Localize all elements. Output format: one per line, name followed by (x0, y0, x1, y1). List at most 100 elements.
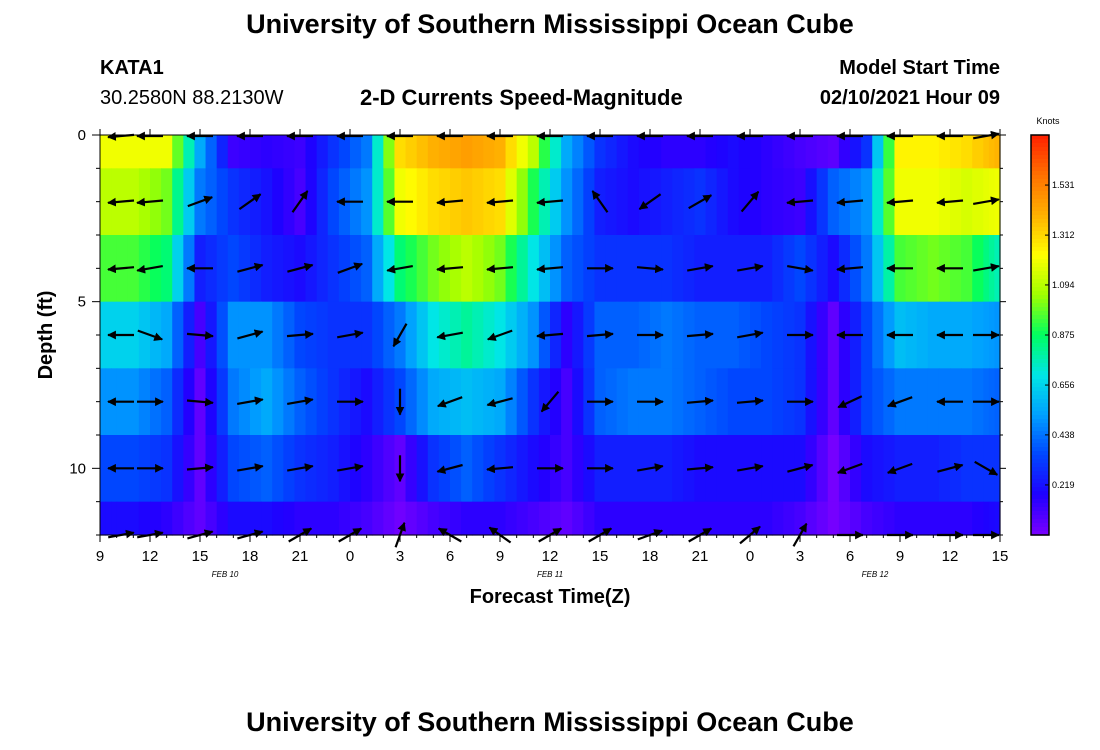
heatmap-cell (272, 168, 284, 236)
colorbar-segment (1031, 327, 1049, 332)
heatmap-cell (316, 135, 329, 169)
page-title: University of Southern Mississippi Ocean… (246, 9, 854, 39)
current-vector (736, 396, 764, 406)
current-vector (337, 262, 364, 274)
current-vector (392, 323, 408, 348)
heatmap-cell (572, 168, 584, 236)
heatmap-cell (716, 501, 729, 536)
colorbar-segment (1031, 247, 1049, 252)
current-vector (237, 463, 264, 472)
colorbar-segment (1031, 163, 1049, 168)
heatmap-cell (872, 435, 884, 503)
colorbar-segment (1031, 367, 1049, 372)
x-axis: 9 12 15 18 21 0 3 6 9 12 15 18 21 0 3 6 9 12 15 (96, 129, 1008, 565)
heatmap-cell (561, 235, 573, 303)
heatmap-cell (527, 235, 540, 303)
current-vector (636, 264, 664, 274)
heatmap-cell (961, 501, 973, 536)
heatmap-cell (916, 168, 929, 236)
colorbar-segment (1031, 295, 1049, 300)
heatmap-cell (927, 235, 940, 303)
heatmap-cell (372, 435, 384, 503)
heatmap-cell (505, 435, 518, 503)
heatmap-cell (100, 435, 107, 503)
heatmap-cell (238, 501, 251, 536)
heatmap-cell (416, 301, 429, 369)
colorbar-segment (1031, 283, 1049, 288)
colorbar-segment (1031, 279, 1049, 284)
colorbar-segment (1031, 335, 1049, 340)
heatmap-cell (472, 235, 484, 303)
heatmap-cell (861, 235, 873, 303)
colorbar-segment (1031, 459, 1049, 464)
current-vector (237, 262, 264, 273)
colorbar-segment (1031, 515, 1049, 520)
current-vector (436, 197, 464, 207)
heatmap-cell (227, 501, 240, 536)
heatmap-cell (283, 235, 296, 303)
heatmap-cell (694, 501, 707, 536)
heatmap-cell (205, 501, 218, 536)
heatmap-cell (750, 501, 762, 536)
colorbar-segment (1031, 143, 1049, 148)
heatmap-cell (861, 501, 873, 536)
current-vector (238, 193, 262, 210)
colorbar-segment (1031, 231, 1049, 236)
heatmap-cell (783, 135, 796, 169)
heatmap-cell (850, 135, 862, 169)
heatmap-cell (872, 501, 884, 536)
x-tick-label: 12 (942, 548, 959, 565)
colorbar-segment (1031, 407, 1049, 412)
current-vector (540, 390, 560, 413)
heatmap-cell (538, 135, 551, 169)
heatmap-cell (361, 435, 373, 503)
heatmap-cell (961, 168, 973, 236)
heatmap-cell (761, 301, 773, 369)
heatmap-cell (827, 168, 840, 236)
colorbar-segment (1031, 307, 1049, 312)
colorbar-segment (1031, 339, 1049, 344)
heatmap-cell (505, 168, 518, 236)
colorbar-segment (1031, 439, 1049, 444)
heatmap-cell (950, 135, 962, 169)
heatmap-cell (394, 135, 407, 169)
heatmap-cell (516, 168, 529, 236)
current-vector (836, 264, 864, 274)
heatmap-cell (138, 301, 151, 369)
heatmap-cell (372, 235, 384, 303)
heatmap-cell (283, 135, 296, 169)
current-vector (436, 396, 463, 408)
heatmap-cell (161, 301, 173, 369)
heatmap-cell (327, 168, 340, 236)
heatmap-cell (250, 168, 262, 236)
heatmap-cell (727, 135, 740, 169)
heatmap-cell (638, 135, 651, 169)
colorbar-segment (1031, 427, 1049, 432)
colorbar-segment (1031, 287, 1049, 292)
colorbar-segment (1031, 151, 1049, 156)
current-vector (186, 397, 214, 407)
heatmap-cell (572, 235, 584, 303)
heatmap-cell (405, 435, 418, 503)
current-vector (886, 396, 913, 408)
heatmap-cell (550, 368, 562, 436)
heatmap-cell (927, 168, 940, 236)
current-vector (737, 329, 764, 339)
colorbar-segment (1031, 263, 1049, 268)
heatmap-cell (238, 135, 251, 169)
heatmap-cell (961, 435, 973, 503)
heatmap-cell (916, 435, 929, 503)
heatmap-cell (283, 435, 296, 503)
colorbar-segment (1031, 311, 1049, 316)
colorbar-segment (1031, 303, 1049, 308)
heatmap-cell (961, 301, 973, 369)
colorbar-segment (1031, 199, 1049, 204)
colorbar-segment (1031, 179, 1049, 184)
heatmap-cell (772, 235, 784, 303)
current-vector (136, 197, 164, 207)
heatmap-cell (727, 368, 740, 436)
heatmap-cell (727, 168, 740, 236)
date-label: FEB 12 (862, 570, 889, 579)
heatmap-cell (605, 501, 618, 536)
heatmap-cell (927, 501, 940, 536)
